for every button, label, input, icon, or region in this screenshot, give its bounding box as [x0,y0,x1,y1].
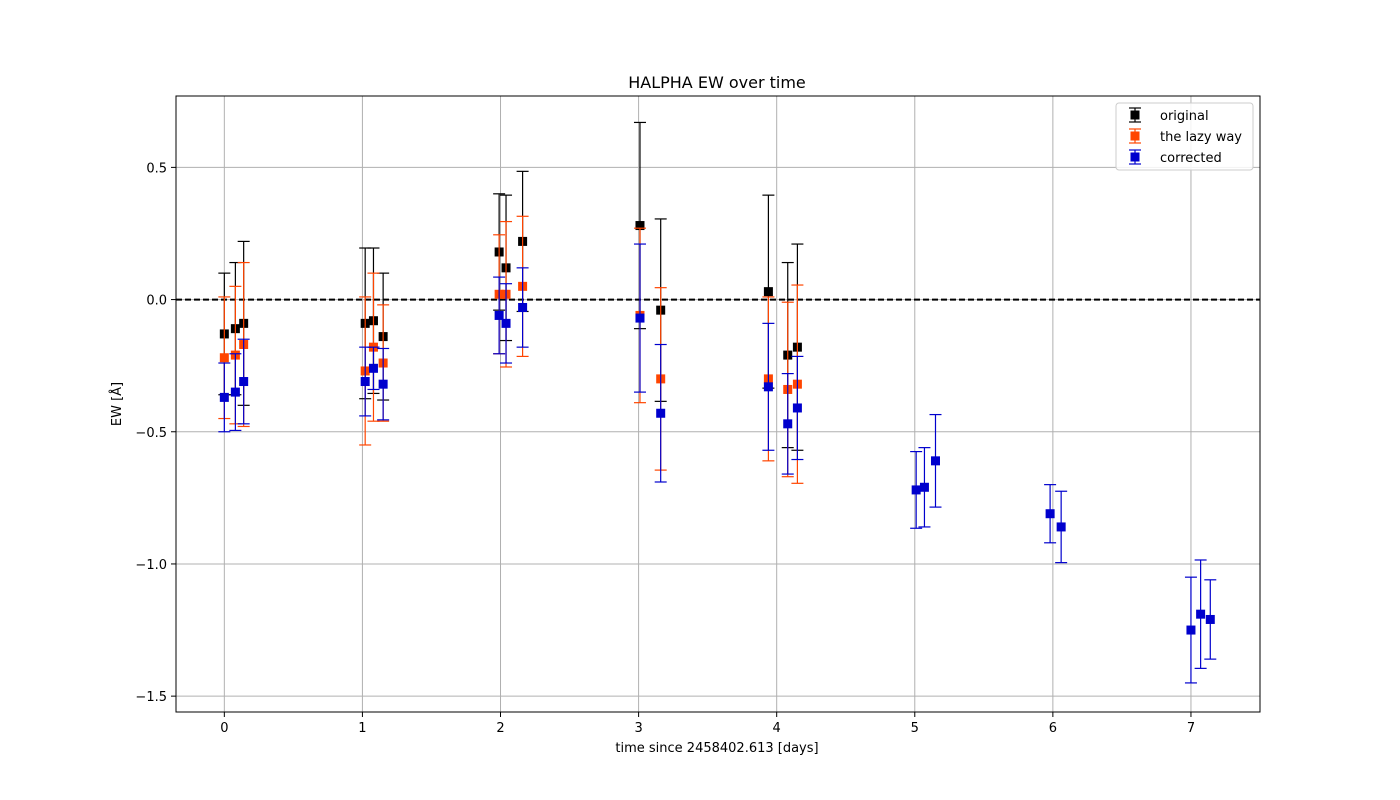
square-marker [930,456,940,466]
data-point [1204,579,1217,660]
square-marker [1186,625,1196,635]
x-tick-label: 4 [773,721,781,736]
square-marker [763,287,773,297]
data-point [762,322,775,451]
y-axis-label: EW [Å] [109,382,125,426]
x-tick-label: 3 [634,721,642,736]
square-marker [656,408,666,418]
x-axis-label: time since 2458402.613 [days] [615,741,818,756]
legend: original the lazy way corrected [1115,102,1254,171]
grid-lines [176,96,1260,712]
square-marker [494,310,504,320]
square-marker [360,377,370,387]
x-tick-label: 1 [358,721,366,736]
legend-box [1115,102,1254,171]
y-tick-label: −0.5 [135,426,167,441]
y-axis-ticks: −1.5 −1.0 −0.5 0.0 0.5 [135,161,176,705]
square-marker [378,379,388,389]
data-point [791,355,804,461]
square-marker [1045,509,1055,519]
square-marker [219,392,229,402]
square-marker [501,318,511,328]
square-marker [635,221,645,231]
legend-label: original [1160,109,1209,124]
square-marker [783,419,793,429]
y-tick-label: −1.0 [135,558,167,573]
data-point [500,283,513,364]
legend-entry: the lazy way [1129,128,1242,145]
legend-marker [1130,152,1140,162]
data-point [218,362,231,433]
square-marker [518,303,528,313]
y-tick-label: 0.5 [146,161,167,176]
data-point [1184,576,1197,684]
data-point [367,346,380,391]
x-tick-label: 2 [496,721,504,736]
data-point [493,276,506,355]
square-marker [230,387,240,397]
data-point [633,243,646,393]
data-point [929,413,942,508]
series-corrected [218,243,1217,684]
data-point [1044,484,1057,544]
x-tick-label: 6 [1049,721,1057,736]
square-marker [368,363,378,373]
x-tick-label: 7 [1187,721,1195,736]
legend-marker [1130,110,1140,120]
square-marker [911,485,921,495]
square-marker [763,382,773,392]
square-marker [1196,609,1206,619]
square-marker [239,377,249,387]
square-marker [635,313,645,323]
legend-entry: corrected [1129,149,1222,166]
data-point [359,346,372,417]
data-point [1194,559,1207,669]
square-marker [1056,522,1066,532]
y-tick-label: −1.5 [135,690,167,705]
data-point [377,347,390,421]
legend-label: corrected [1160,151,1222,166]
legend-marker [1130,131,1140,141]
chart-title: HALPHA EW over time [628,73,806,92]
series-the-lazy-way [218,215,804,484]
x-axis-ticks: 0 1 2 3 4 5 6 7 [220,712,1195,736]
square-marker [1205,614,1215,624]
y-tick-label: 0.0 [146,294,167,309]
data-point [910,450,923,529]
legend-label: the lazy way [1160,130,1242,145]
data-point [654,343,667,483]
plot-area-frame [175,95,1261,713]
square-marker [792,403,802,413]
data-point [781,372,794,475]
x-tick-label: 0 [220,721,228,736]
data-point [918,447,931,528]
series-original [218,121,804,451]
x-tick-label: 5 [911,721,919,736]
square-marker [919,482,929,492]
data-point [516,267,529,348]
data-point [1055,490,1068,564]
data-series-layer [218,121,1217,684]
square-marker [219,353,229,363]
data-point [237,338,250,425]
data-point [229,353,242,432]
legend-entry: original [1129,107,1209,124]
